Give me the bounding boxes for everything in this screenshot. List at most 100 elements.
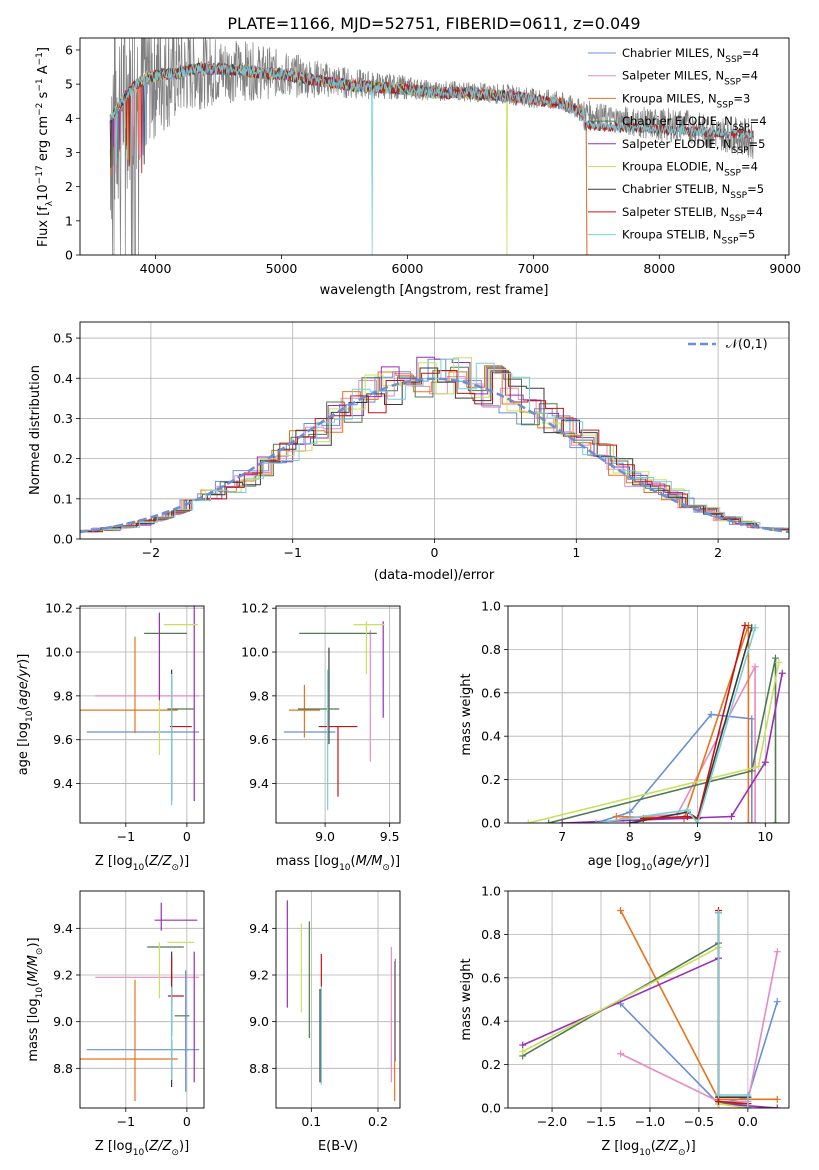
point-marker xyxy=(694,819,702,823)
y-tick-label: 9.8 xyxy=(249,688,269,703)
x-axis-label: Z [log10(Z/Z⊙)] xyxy=(95,854,189,873)
legend-label: Salpeter ELODIE, NSSP=5 xyxy=(622,137,765,156)
x-tick-label: 7000 xyxy=(517,261,549,276)
y-tick-label: 1.0 xyxy=(481,884,501,899)
histogram-steps xyxy=(80,366,788,532)
x-tick-label: 0.0 xyxy=(738,1114,758,1129)
y-tick-label: 9.6 xyxy=(249,732,269,747)
point-marker xyxy=(715,909,723,917)
y-tick-label: 0.4 xyxy=(481,729,501,744)
y-axis-label: mass weight xyxy=(459,958,474,1040)
axes-frame xyxy=(507,605,790,824)
point-marker xyxy=(707,711,715,718)
y-tick-label: 8.8 xyxy=(249,1061,269,1076)
point-marker xyxy=(744,1091,752,1099)
histogram-steps xyxy=(83,367,789,532)
point-marker xyxy=(744,819,752,823)
y-tick-label: 9.0 xyxy=(53,1014,73,1029)
y-axis-label: Normed distribution xyxy=(28,365,43,495)
y-tick-label: 0.8 xyxy=(481,642,501,657)
point-marker xyxy=(773,1104,781,1108)
plot-area xyxy=(80,891,204,1108)
histogram-steps xyxy=(80,365,786,531)
point-marker xyxy=(683,806,691,814)
axes-frame xyxy=(79,321,790,540)
weight-line xyxy=(548,657,777,823)
point-marker xyxy=(761,758,769,766)
point-marker xyxy=(755,763,763,771)
y-tick-label: 10.0 xyxy=(241,645,269,660)
y-tick-label: 9.4 xyxy=(249,921,269,936)
y-tick-label: 10.2 xyxy=(241,601,269,616)
y-axis-label: mass weight xyxy=(459,673,474,755)
y-tick-label: 0.6 xyxy=(481,970,501,985)
point-marker xyxy=(751,819,759,823)
x-tick-label: 9000 xyxy=(769,261,801,276)
axes-age-vs-Z: −1 0 9.4 9.6 9.8 10.0 10.2 Z [log10(Z/Z⊙)] age [… xyxy=(16,601,205,873)
point-marker xyxy=(617,1050,625,1058)
point-marker xyxy=(715,1097,723,1105)
weight-line xyxy=(522,941,748,1105)
x-tick-label: 9.0 xyxy=(315,829,335,844)
point-marker xyxy=(727,812,735,820)
y-tick-label: 9.4 xyxy=(249,776,269,791)
legend-label: Kroupa MILES, NSSP=3 xyxy=(622,91,750,110)
x-tick-label: 9 xyxy=(694,829,702,844)
point-marker xyxy=(683,812,691,820)
point-marker xyxy=(773,998,781,1006)
point-marker xyxy=(748,715,756,723)
x-axis-label: (data-model)/error xyxy=(374,568,495,583)
x-tick-label: 4000 xyxy=(140,261,172,276)
x-axis-label: mass [log10(M/M⊙)] xyxy=(276,854,400,873)
y-tick-label: 0.4 xyxy=(53,371,73,386)
point-marker xyxy=(773,948,781,956)
legend-label: Salpeter STELIB, NSSP=4 xyxy=(622,205,763,224)
x-tick-label: 2 xyxy=(714,545,722,560)
legend-label: Kroupa ELODIE, NSSP=4 xyxy=(622,160,758,179)
point-marker xyxy=(751,624,759,632)
x-tick-label: 8000 xyxy=(643,261,675,276)
legend-label: Chabrier ELODIE, NSSP=4 xyxy=(622,114,767,133)
x-axis-label: Z [log10(Z/Z⊙)] xyxy=(95,1139,189,1158)
x-axis-label: E(B-V) xyxy=(318,1139,358,1154)
weight-line xyxy=(717,912,749,1108)
point-marker xyxy=(545,819,553,823)
plot-area xyxy=(80,322,789,539)
point-marker xyxy=(741,622,749,630)
y-tick-label: 0.3 xyxy=(53,411,73,426)
x-tick-label: 10 xyxy=(757,829,773,844)
plot-area xyxy=(508,891,789,1108)
point-marker xyxy=(519,1048,527,1056)
y-tick-label: 0.1 xyxy=(53,491,73,506)
plot-area xyxy=(80,606,204,823)
x-tick-label: −1 xyxy=(283,545,301,560)
x-tick-label: −0.5 xyxy=(684,1114,714,1129)
point-marker xyxy=(519,1041,527,1049)
y-tick-label: 0.5 xyxy=(53,331,73,346)
weight-line xyxy=(528,662,780,823)
x-tick-label: 5000 xyxy=(266,261,298,276)
weight-line xyxy=(620,1001,779,1105)
point-marker xyxy=(592,819,600,823)
model-line xyxy=(109,62,755,255)
point-marker xyxy=(626,808,634,816)
point-marker xyxy=(626,819,634,823)
y-tick-label: 0 xyxy=(65,248,73,263)
x-tick-label: 0 xyxy=(183,829,191,844)
y-tick-label: 0.2 xyxy=(481,1057,501,1072)
axes-frame xyxy=(275,890,401,1109)
weight-line xyxy=(620,951,779,1103)
y-tick-label: 0.0 xyxy=(481,816,501,831)
y-tick-label: 0.2 xyxy=(53,451,73,466)
y-tick-label: 10.0 xyxy=(45,645,73,660)
x-tick-label: 6000 xyxy=(392,261,424,276)
x-tick-label: 7 xyxy=(558,829,566,844)
point-marker xyxy=(612,812,620,820)
point-marker xyxy=(617,907,625,915)
normal-curve xyxy=(80,377,789,534)
x-tick-label: −1 xyxy=(117,829,135,844)
y-axis-label: mass [log10(M/M⊙)] xyxy=(26,937,45,1061)
x-tick-label: 8 xyxy=(626,829,634,844)
y-tick-label: 9.4 xyxy=(53,921,73,936)
